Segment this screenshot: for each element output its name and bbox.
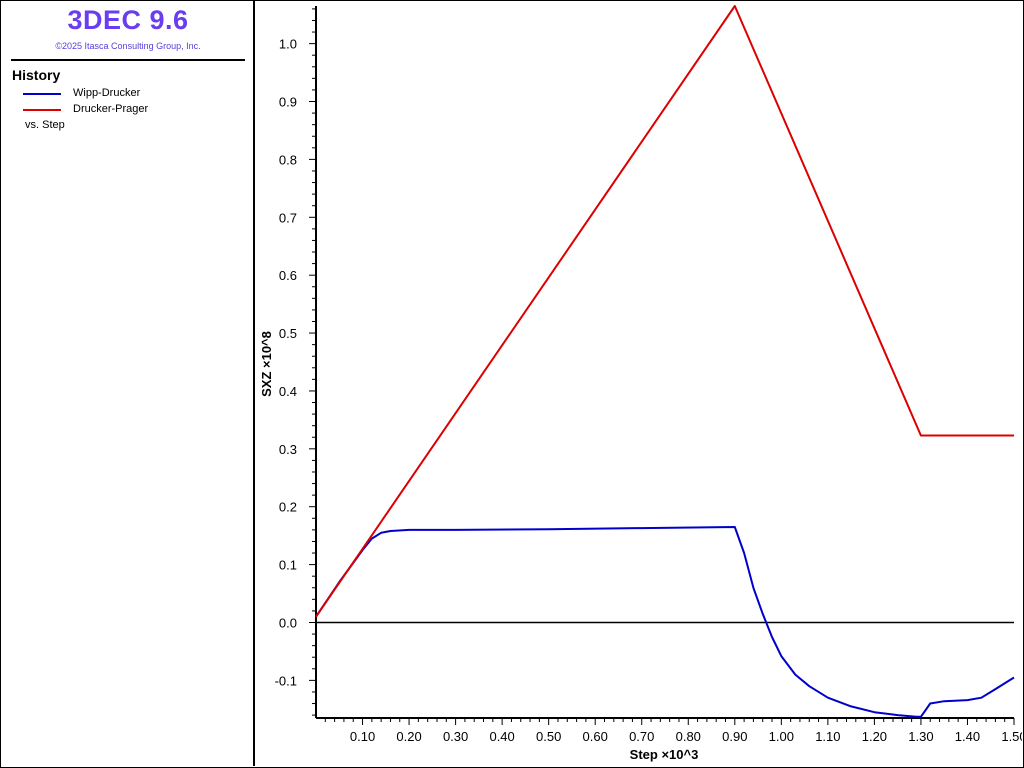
y-tick-label: -0.1 — [275, 673, 297, 688]
y-tick-label: 0.5 — [279, 326, 297, 341]
y-tick-label: 0.0 — [279, 615, 297, 630]
legend-panel: 3DEC 9.6 ©2025 Itasca Consulting Group, … — [1, 1, 255, 766]
x-tick-label: 1.30 — [908, 729, 933, 744]
y-tick-label: 0.3 — [279, 442, 297, 457]
x-tick-label: 0.50 — [536, 729, 561, 744]
x-tick-label: 1.40 — [955, 729, 980, 744]
x-tick-label: 0.60 — [583, 729, 608, 744]
history-chart: 0.10 0.20 0.30 0.40 0.50 0.60 0.70 0.80 0.90 1.00… — [259, 5, 1022, 762]
drucker-prager-line — [315, 5, 1014, 618]
wipp-drucker-line — [315, 526, 1015, 718]
series-layer — [315, 5, 1015, 718]
x-tick-label: 0.30 — [443, 729, 468, 744]
y-tick-label: 0.6 — [279, 268, 297, 283]
y-tick-label: 0.7 — [279, 210, 297, 225]
x-tick-label: 0.70 — [629, 729, 654, 744]
y-tick-label: 0.8 — [279, 152, 297, 167]
x-tick-label: 1.00 — [769, 729, 794, 744]
x-tick-label: 0.40 — [489, 729, 514, 744]
x-tick-label: 0.90 — [722, 729, 747, 744]
y-tick-label: 0.2 — [279, 500, 297, 515]
legend-swatch-drucker-prager — [23, 109, 61, 111]
x-tick-label: 0.10 — [350, 729, 375, 744]
y-tick-label: 1.0 — [279, 37, 297, 52]
y-tick-label: 0.9 — [279, 95, 297, 110]
legend-heading: History — [12, 67, 61, 83]
x-tick-label: 1.10 — [815, 729, 840, 744]
x-tick-label: 0.80 — [676, 729, 701, 744]
x-tick-label: 1.50 — [1001, 729, 1022, 744]
legend-label-drucker-prager: Drucker-Prager — [73, 103, 149, 115]
legend-swatch-wipp-drucker — [23, 93, 61, 95]
legend-vs-label: vs. Step — [25, 119, 65, 131]
legend-label-wipp-drucker: Wipp-Drucker — [73, 87, 141, 99]
copyright-text: ©2025 Itasca Consulting Group, Inc. — [55, 41, 201, 51]
app-title: 3DEC 9.6 — [67, 5, 189, 35]
sidebar-divider — [11, 59, 245, 61]
x-axis-title: Step ×10^3 — [630, 747, 699, 762]
y-axis-title: SXZ ×10^8 — [259, 331, 274, 397]
y-tick-label: 0.4 — [279, 384, 297, 399]
x-tick-label: 1.20 — [862, 729, 887, 744]
axes: 0.10 0.20 0.30 0.40 0.50 0.60 0.70 0.80 0.90 1.00… — [275, 6, 1022, 744]
y-tick-label: 0.1 — [279, 558, 297, 573]
x-tick-label: 0.20 — [396, 729, 421, 744]
